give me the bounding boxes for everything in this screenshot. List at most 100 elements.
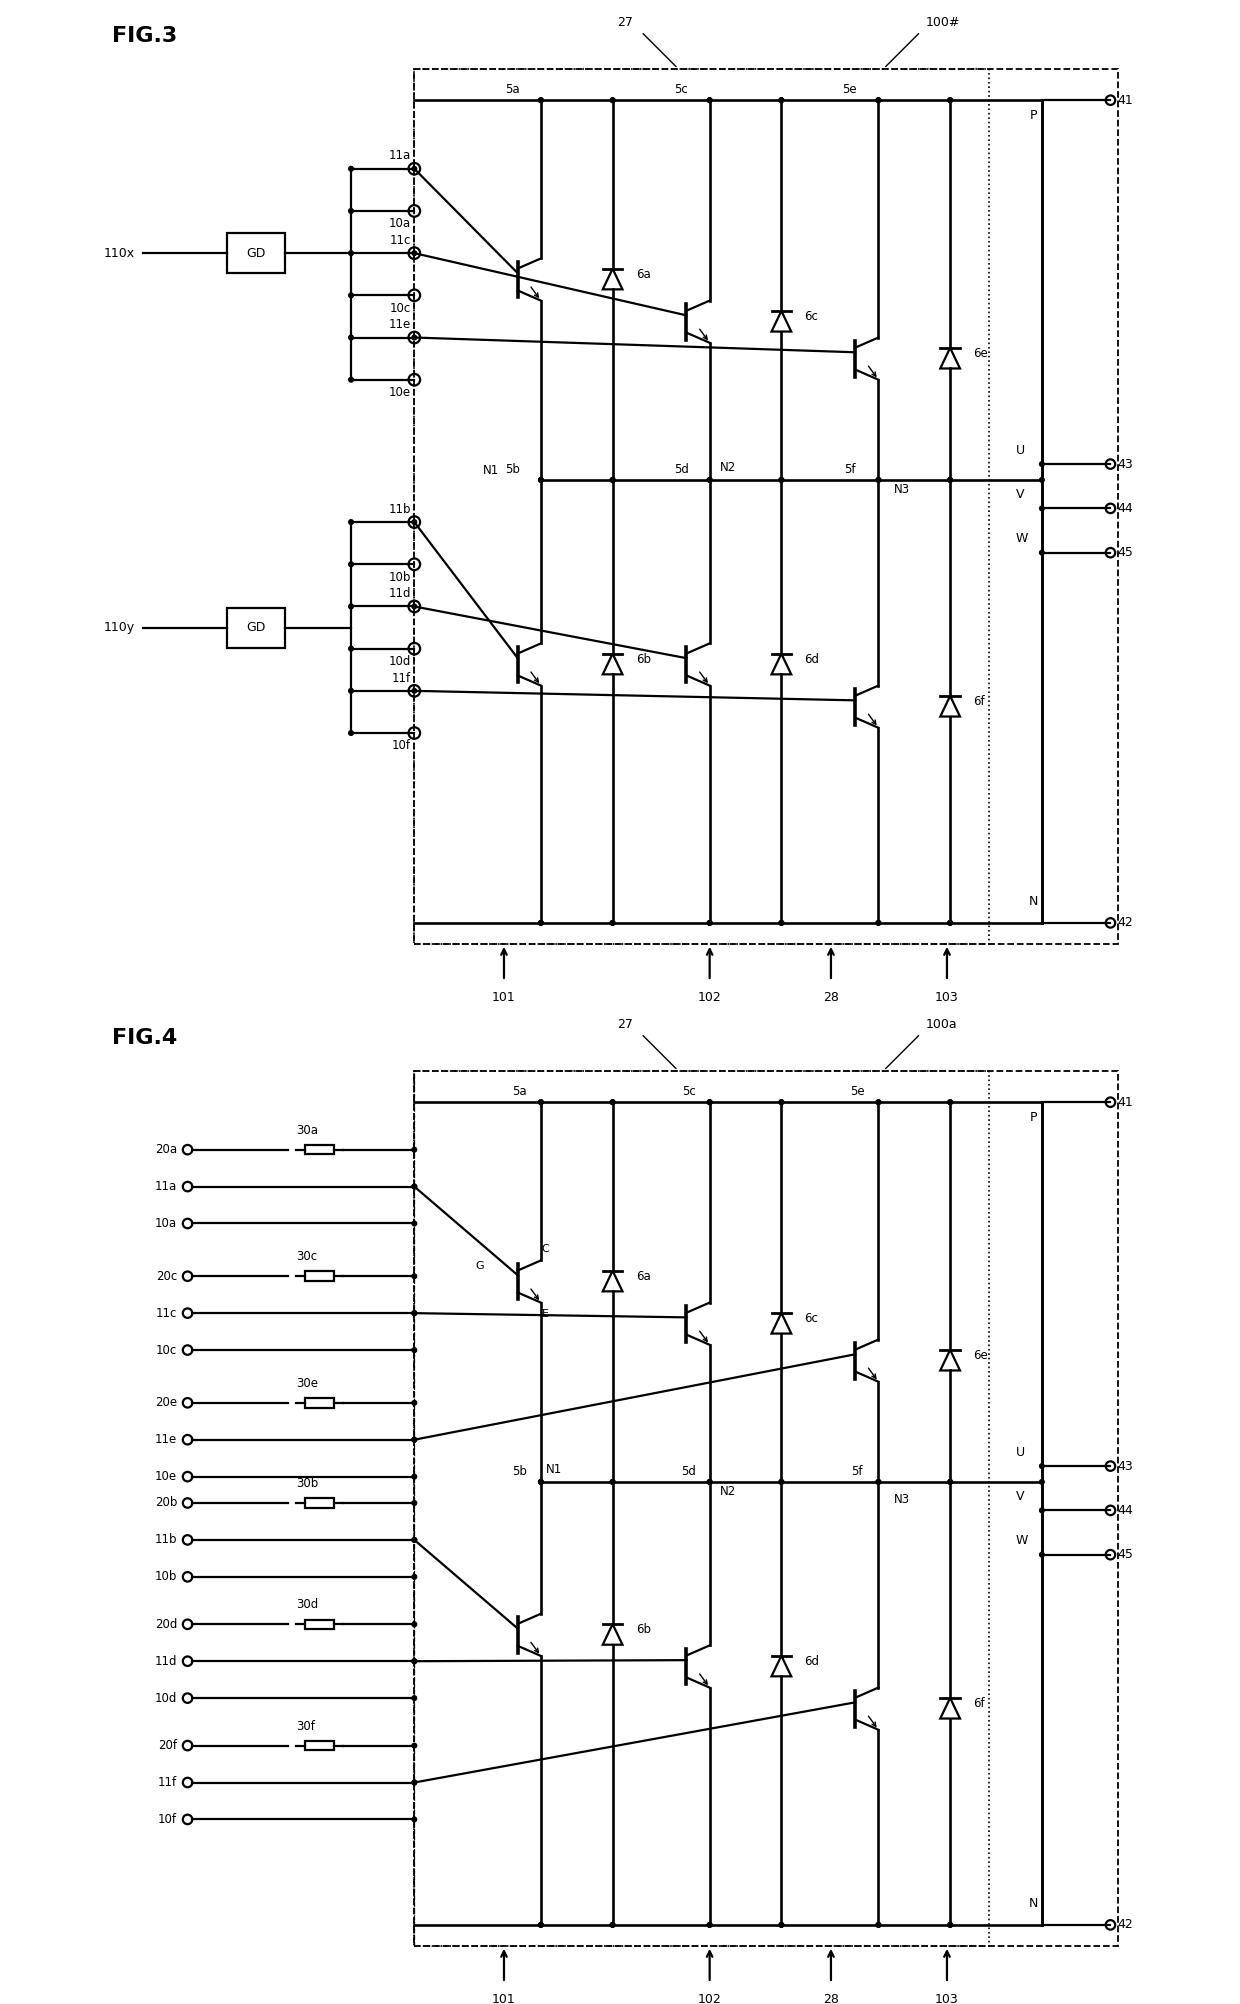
Text: 10b: 10b: [155, 1571, 177, 1583]
Circle shape: [1039, 1509, 1044, 1513]
Circle shape: [947, 920, 952, 926]
Circle shape: [538, 98, 543, 102]
Bar: [305, 1271, 334, 1281]
Text: 6d: 6d: [805, 1655, 820, 1667]
Text: N3: N3: [894, 1493, 910, 1505]
Text: 44: 44: [1117, 501, 1133, 515]
Text: 6b: 6b: [636, 653, 651, 665]
Circle shape: [1039, 551, 1044, 555]
Circle shape: [947, 1100, 952, 1104]
Text: 6c: 6c: [805, 1313, 818, 1325]
Text: G: G: [475, 1261, 484, 1271]
Text: 30c: 30c: [296, 1250, 317, 1263]
Text: 5e: 5e: [843, 82, 857, 96]
Circle shape: [412, 1743, 417, 1747]
Text: 5d: 5d: [673, 463, 688, 475]
Text: GD: GD: [247, 246, 265, 261]
Text: 11f: 11f: [157, 1776, 177, 1790]
Text: 100a: 100a: [926, 1018, 957, 1032]
Text: 27: 27: [618, 16, 634, 30]
Text: W: W: [1016, 533, 1028, 545]
Circle shape: [348, 208, 353, 212]
Circle shape: [779, 1100, 784, 1104]
Text: 11d: 11d: [155, 1655, 177, 1667]
Circle shape: [779, 98, 784, 102]
Text: 103: 103: [935, 1994, 959, 2004]
Circle shape: [412, 1537, 417, 1543]
Text: 11a: 11a: [155, 1180, 177, 1192]
Text: 5f: 5f: [844, 463, 856, 475]
Text: 101: 101: [492, 992, 516, 1004]
Circle shape: [707, 1479, 712, 1485]
Text: 42: 42: [1117, 1918, 1133, 1932]
Circle shape: [412, 1349, 417, 1353]
Text: 28: 28: [823, 1994, 839, 2004]
Text: 6a: 6a: [636, 1271, 651, 1283]
Circle shape: [610, 1479, 615, 1485]
Text: V: V: [1016, 487, 1024, 501]
Circle shape: [707, 1922, 712, 1928]
Circle shape: [707, 1479, 712, 1485]
Text: FIG.3: FIG.3: [112, 26, 177, 46]
Circle shape: [412, 1437, 417, 1443]
Circle shape: [412, 1184, 417, 1188]
Bar: [305, 1144, 334, 1154]
Circle shape: [348, 647, 353, 651]
Circle shape: [779, 98, 784, 102]
Text: N3: N3: [894, 483, 910, 495]
Text: 5d: 5d: [681, 1465, 696, 1477]
Text: N2: N2: [720, 461, 737, 475]
Circle shape: [412, 1659, 417, 1663]
Text: 30e: 30e: [296, 1377, 319, 1391]
Circle shape: [707, 1100, 712, 1104]
Circle shape: [538, 477, 543, 483]
Text: 27: 27: [618, 1018, 634, 1032]
Circle shape: [538, 1479, 543, 1485]
Text: 20f: 20f: [157, 1739, 177, 1751]
Bar: [414, 68, 1117, 944]
Bar: [227, 607, 285, 647]
Circle shape: [779, 1922, 784, 1928]
Circle shape: [412, 166, 417, 170]
Bar: [414, 1070, 1117, 1946]
Circle shape: [947, 1922, 952, 1928]
Circle shape: [947, 920, 952, 926]
Circle shape: [610, 1100, 615, 1104]
Circle shape: [610, 920, 615, 926]
Circle shape: [538, 920, 543, 926]
Text: 11b: 11b: [155, 1533, 177, 1547]
Text: 11c: 11c: [156, 1307, 177, 1321]
Text: 30f: 30f: [296, 1719, 315, 1733]
Circle shape: [412, 1780, 417, 1786]
Text: 43: 43: [1117, 457, 1133, 471]
Text: 45: 45: [1117, 547, 1133, 559]
Circle shape: [779, 1100, 784, 1104]
Circle shape: [877, 98, 880, 102]
Text: 30b: 30b: [296, 1477, 319, 1491]
Circle shape: [779, 920, 784, 926]
Text: 5a: 5a: [505, 82, 520, 96]
Circle shape: [947, 1100, 952, 1104]
Circle shape: [412, 1401, 417, 1405]
Text: GD: GD: [247, 621, 265, 633]
Circle shape: [412, 1537, 417, 1543]
Text: 5c: 5c: [675, 82, 688, 96]
Circle shape: [877, 1479, 880, 1485]
Text: 11d: 11d: [388, 587, 412, 599]
Text: N2: N2: [720, 1485, 737, 1497]
Circle shape: [707, 98, 712, 102]
Text: 20c: 20c: [156, 1271, 177, 1283]
Circle shape: [412, 1695, 417, 1701]
Circle shape: [1039, 1463, 1044, 1469]
Circle shape: [412, 1148, 417, 1152]
Circle shape: [779, 1479, 784, 1485]
Text: 11b: 11b: [388, 503, 412, 515]
Text: 10d: 10d: [155, 1691, 177, 1705]
Circle shape: [538, 1100, 543, 1104]
Circle shape: [877, 98, 880, 102]
Text: 10f: 10f: [157, 1814, 177, 1826]
Text: 20a: 20a: [155, 1142, 177, 1156]
Circle shape: [412, 1818, 417, 1822]
Text: 30a: 30a: [296, 1124, 319, 1136]
Text: 6b: 6b: [636, 1623, 651, 1635]
